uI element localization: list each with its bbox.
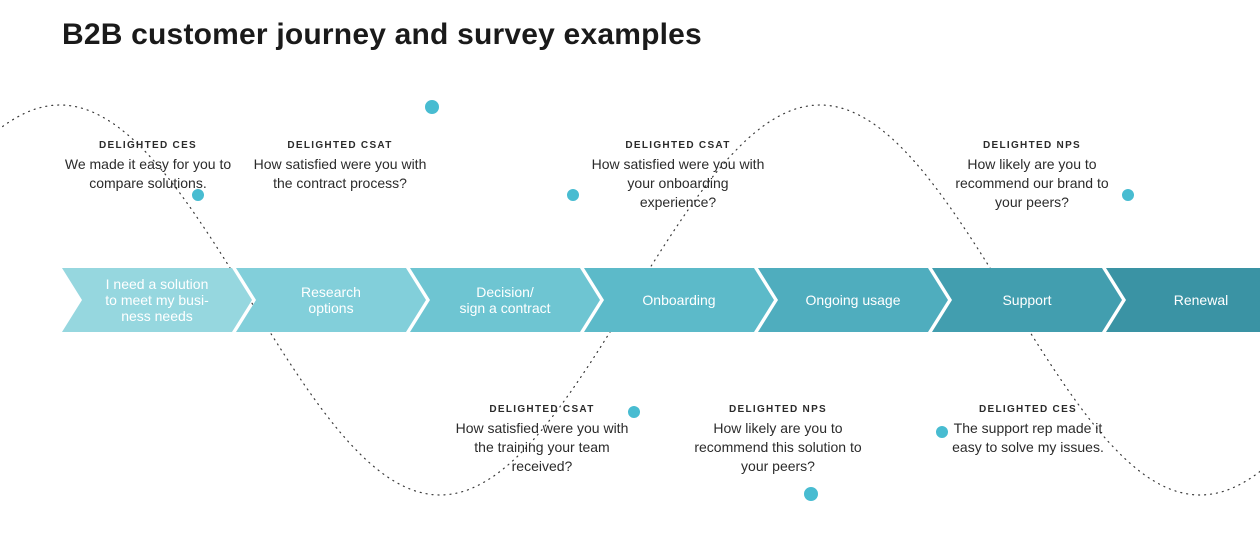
- curve-dot: [803, 486, 819, 502]
- survey-callout-text: How satisfied were you with the training…: [452, 419, 632, 476]
- survey-callout-text: We made it easy for you to compare solut…: [58, 155, 238, 193]
- survey-callout-text: How satisfied were you with the contract…: [250, 155, 430, 193]
- survey-callout-text: How likely are you to recommend our bran…: [942, 155, 1122, 212]
- page-title: B2B customer journey and survey examples: [62, 18, 702, 52]
- survey-callout-text: How satisfied were you with your onboard…: [588, 155, 768, 212]
- journey-stage: [584, 268, 774, 332]
- curve-dot: [1121, 188, 1135, 202]
- survey-callout-badge: DELIGHTED NPS: [942, 140, 1122, 151]
- survey-callout-text: The support rep made it easy to solve my…: [938, 419, 1118, 457]
- journey-stage: [758, 268, 948, 332]
- survey-callout-badge: DELIGHTED CSAT: [452, 404, 632, 415]
- survey-callout: DELIGHTED CSAT How satisfied were you wit…: [452, 404, 632, 476]
- survey-callout-badge: DELIGHTED CSAT: [250, 140, 430, 151]
- survey-callout: DELIGHTED CSAT How satisfied were you wit…: [250, 140, 430, 193]
- survey-callout-badge: DELIGHTED CES: [58, 140, 238, 151]
- journey-stage-label: Decision/sign a contract: [459, 284, 550, 316]
- survey-callout: DELIGHTED NPS How likely are you to recom…: [688, 404, 868, 476]
- survey-callout-badge: DELIGHTED NPS: [688, 404, 868, 415]
- survey-callout-badge: DELIGHTED CSAT: [588, 140, 768, 151]
- survey-callout: DELIGHTED CES The support rep made it eas…: [938, 404, 1118, 457]
- journey-stage-label: Support: [1002, 292, 1051, 308]
- journey-stage-label: Onboarding: [642, 292, 715, 308]
- journey-stage: [932, 268, 1122, 332]
- survey-callout: DELIGHTED CSAT How satisfied were you wit…: [588, 140, 768, 212]
- curve-dot: [424, 99, 440, 115]
- survey-callout-badge: DELIGHTED CES: [938, 404, 1118, 415]
- journey-stage: [1106, 268, 1260, 332]
- journey-stage-label: Ongoing usage: [806, 292, 901, 308]
- journey-stage-label: Researchoptions: [301, 284, 361, 316]
- journey-stage: [62, 268, 252, 332]
- survey-callout: DELIGHTED NPS How likely are you to recom…: [942, 140, 1122, 212]
- journey-stage-label: Renewal: [1174, 292, 1228, 308]
- journey-stage: [410, 268, 600, 332]
- survey-callout: DELIGHTED CES We made it easy for you to …: [58, 140, 238, 193]
- curve-dot: [566, 188, 580, 202]
- journey-stage-label: I need a solutionto meet my busi-ness ne…: [105, 276, 209, 324]
- survey-callout-text: How likely are you to recommend this sol…: [688, 419, 868, 476]
- diagram-root: B2B customer journey and survey examples…: [0, 0, 1260, 551]
- journey-stage: [236, 268, 426, 332]
